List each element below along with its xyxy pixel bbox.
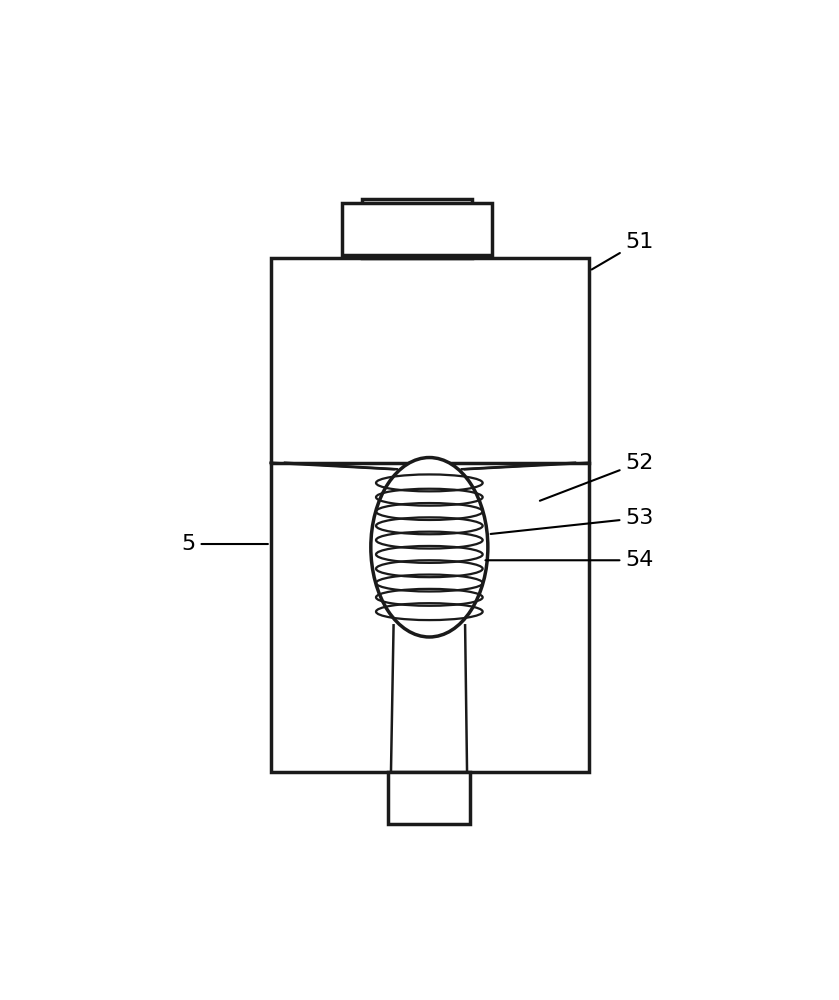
- Text: 54: 54: [486, 550, 654, 570]
- Bar: [362, 199, 472, 258]
- Bar: [342, 203, 492, 255]
- Text: 53: 53: [491, 508, 654, 534]
- Bar: [271, 258, 589, 772]
- Text: 52: 52: [539, 453, 654, 501]
- Bar: [388, 772, 471, 824]
- Ellipse shape: [371, 458, 487, 637]
- Text: 51: 51: [591, 232, 654, 270]
- Text: 5: 5: [182, 534, 268, 554]
